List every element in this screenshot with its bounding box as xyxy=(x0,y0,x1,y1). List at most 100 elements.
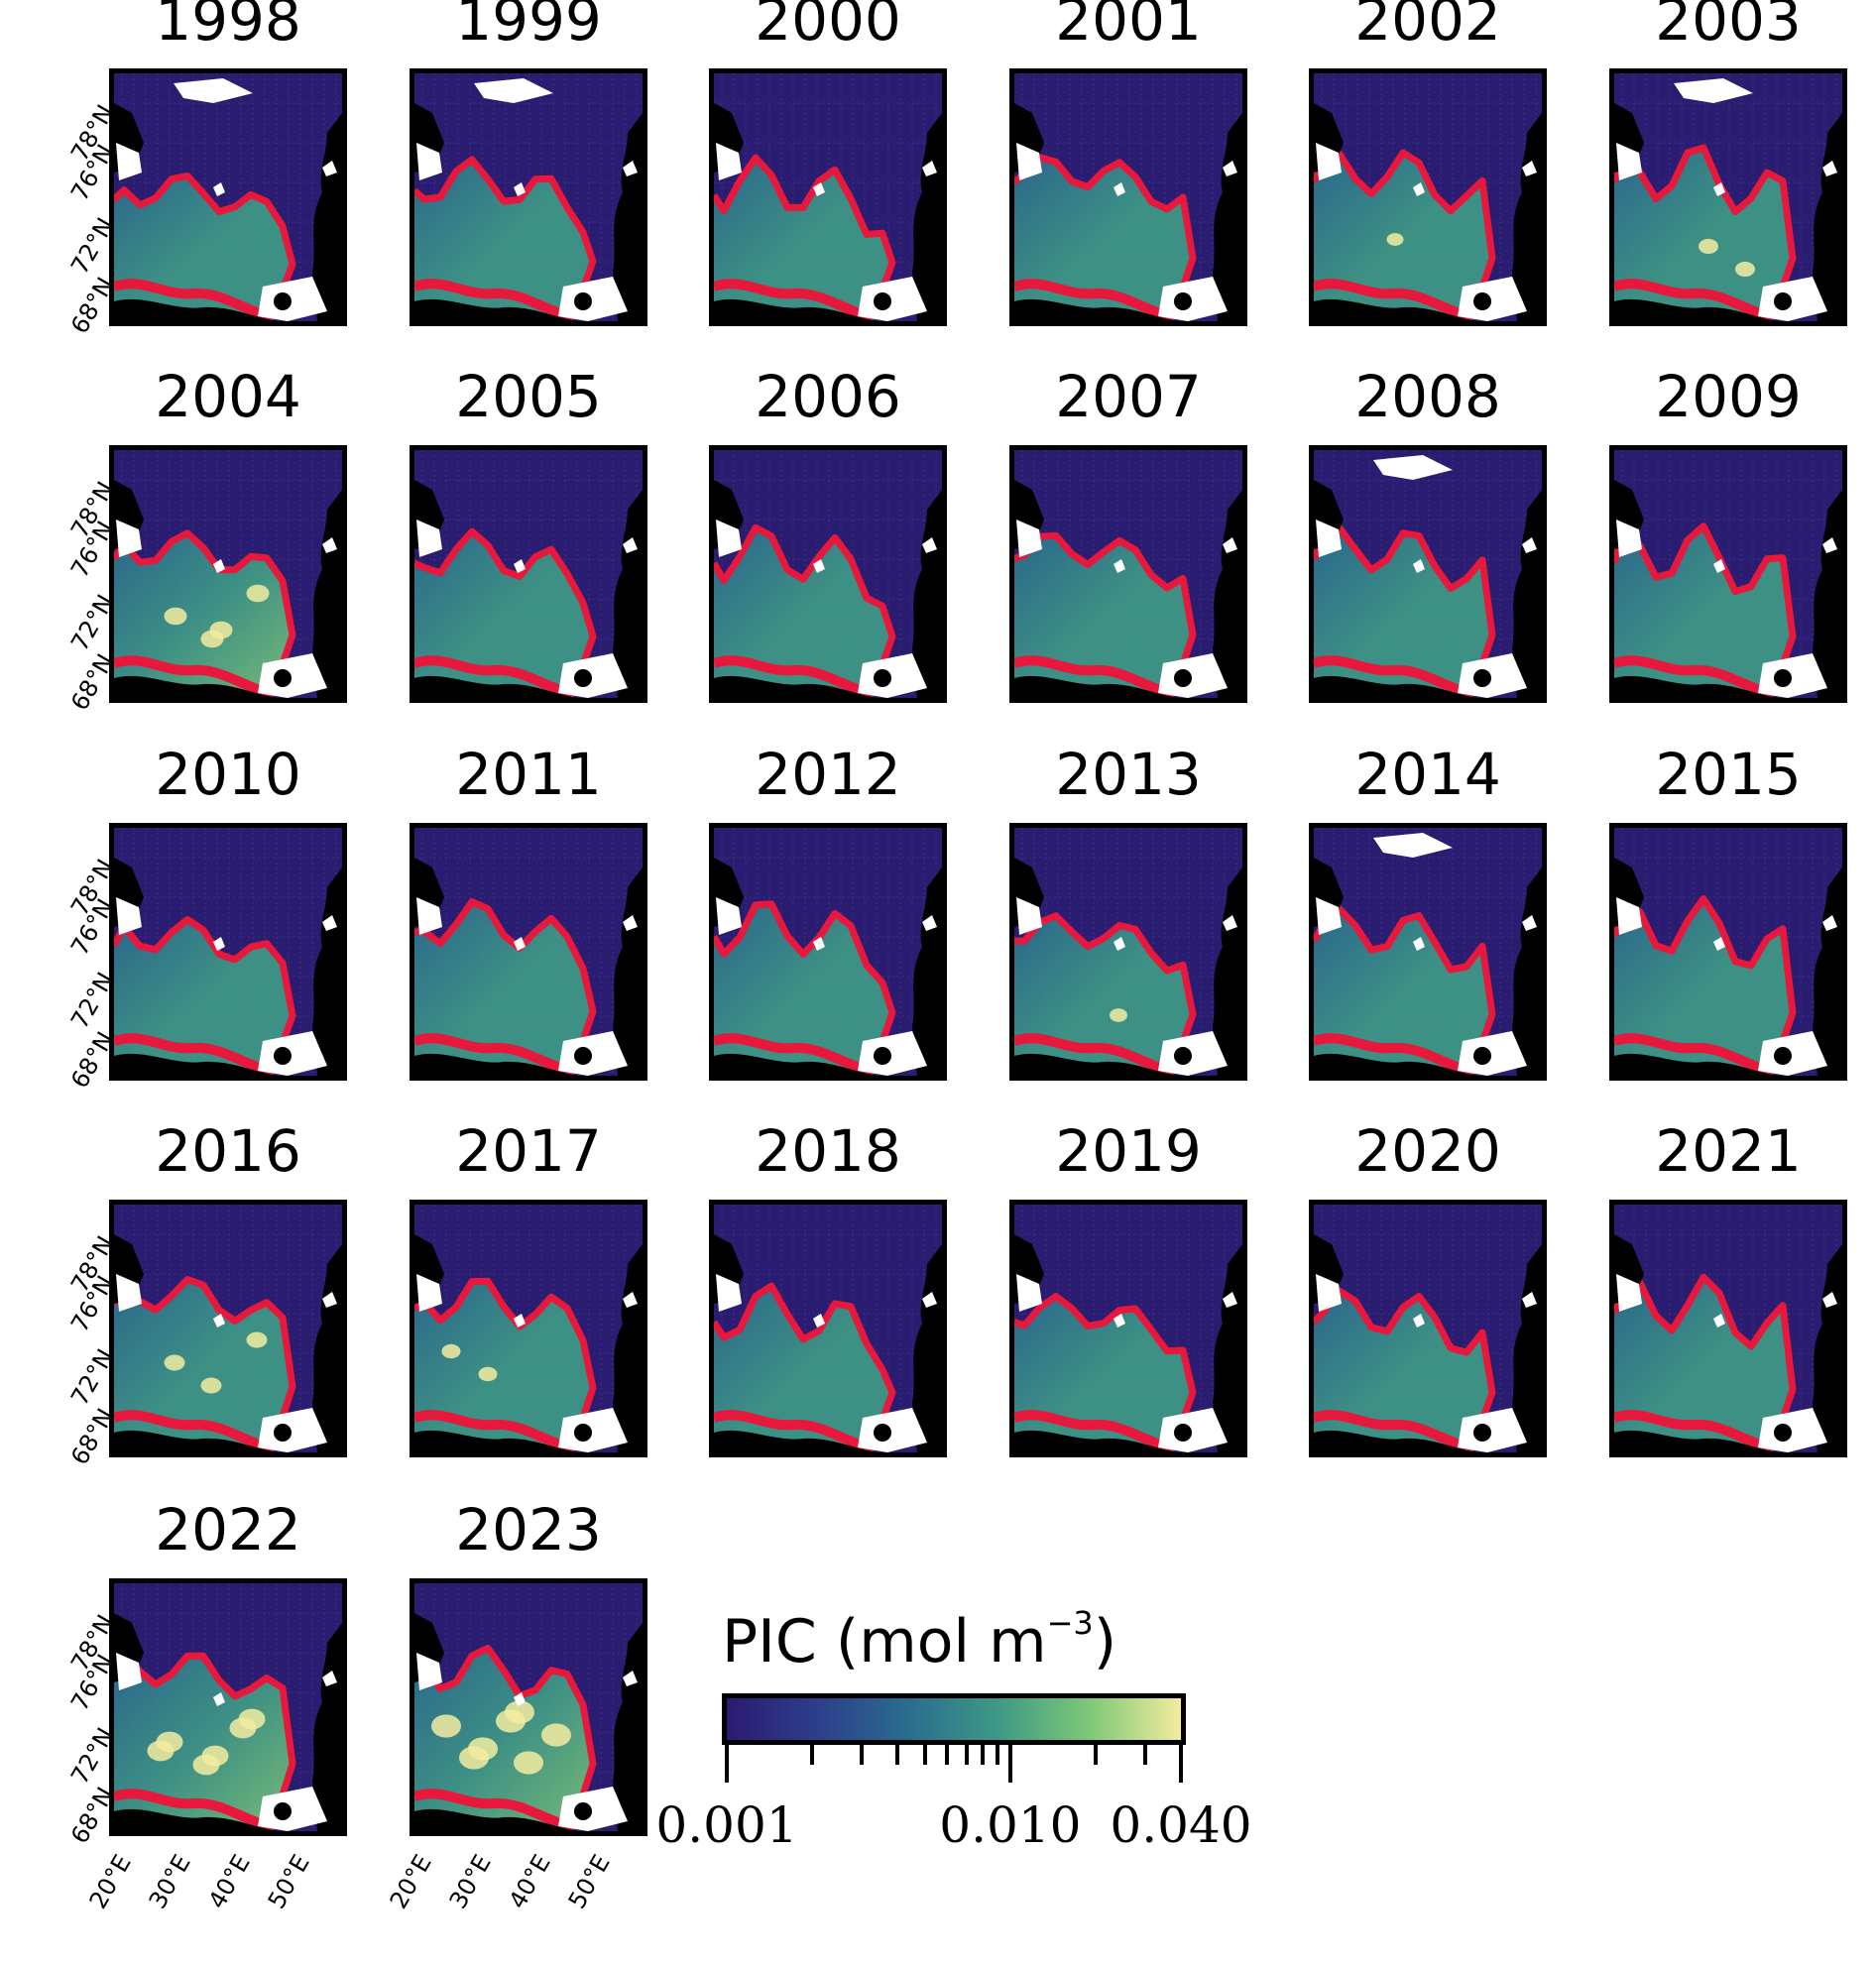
colorbar-minor-tick xyxy=(995,1743,999,1765)
no-data xyxy=(1713,1314,1725,1328)
bloom-area xyxy=(414,901,593,1076)
land-island xyxy=(1174,669,1192,687)
land-novaya-zemlya xyxy=(912,1244,942,1452)
land-scandinavia xyxy=(1614,675,1783,698)
land-scandinavia xyxy=(714,675,882,698)
no-data xyxy=(514,182,526,196)
bloom-area xyxy=(414,1281,593,1452)
colorbar-minor-tick xyxy=(981,1743,986,1765)
no-data xyxy=(1458,1408,1527,1452)
map-frame xyxy=(109,823,347,1081)
land-island xyxy=(1473,292,1491,310)
no-data xyxy=(922,161,937,176)
no-data xyxy=(1522,161,1537,176)
no-data xyxy=(322,537,337,553)
bloom-area xyxy=(1014,1296,1193,1452)
land-island xyxy=(274,1802,292,1820)
no-data xyxy=(1316,1274,1342,1312)
map-frame xyxy=(709,823,947,1081)
no-data xyxy=(1016,143,1042,180)
no-data xyxy=(558,1787,628,1831)
no-data xyxy=(716,520,742,557)
no-data xyxy=(514,1314,526,1328)
land-island xyxy=(574,1047,592,1065)
colorbar-tick-label: 0.040 xyxy=(1110,1796,1252,1854)
no-data xyxy=(116,897,142,935)
panel-title: 2001 xyxy=(1055,0,1202,54)
bloom-area xyxy=(114,919,293,1076)
high-pic-patch xyxy=(200,1377,222,1394)
high-pic-patch xyxy=(246,584,270,603)
no-data xyxy=(1413,937,1425,951)
no-data xyxy=(322,161,337,176)
land-island xyxy=(874,1424,891,1442)
coastal-contour xyxy=(114,279,274,321)
no-data xyxy=(1114,937,1125,951)
no-data xyxy=(1158,277,1228,321)
land-novaya-zemlya xyxy=(1512,1244,1542,1452)
no-data xyxy=(716,143,742,180)
no-data xyxy=(1822,161,1837,176)
map-frame xyxy=(1609,68,1847,326)
land-novaya-zemlya xyxy=(613,1244,643,1452)
coastal-contour xyxy=(1614,655,1774,698)
bloom-area xyxy=(714,1286,892,1452)
no-data xyxy=(416,1653,442,1690)
high-pic-patch xyxy=(496,1709,526,1733)
map-frame xyxy=(1309,445,1547,703)
coastal-contour xyxy=(714,279,874,321)
no-data xyxy=(1016,520,1042,557)
colorbar-tick-label: 0.001 xyxy=(655,1796,798,1854)
panel-title: 2016 xyxy=(155,1117,301,1185)
map-frame xyxy=(709,68,947,326)
panel-title: 2007 xyxy=(1055,363,1202,430)
colorbar-title: PIC (mol m−3) xyxy=(722,1604,1117,1676)
high-pic-patch xyxy=(164,1354,185,1371)
land-scandinavia xyxy=(714,1053,882,1076)
coastal-contour xyxy=(414,1033,574,1076)
map-frame xyxy=(1009,68,1247,326)
bloom-area xyxy=(114,1279,293,1452)
map-frame xyxy=(1009,1200,1247,1457)
colorbar-minor-tick xyxy=(1093,1743,1098,1765)
coastal-contour xyxy=(1314,1033,1473,1076)
map-frame xyxy=(1609,1200,1847,1457)
land-island xyxy=(574,292,592,310)
bloom-area xyxy=(714,527,892,698)
panel-title: 2019 xyxy=(1055,1117,1202,1185)
high-pic-patch xyxy=(229,1717,257,1739)
land-scandinavia xyxy=(1014,1430,1183,1452)
no-data xyxy=(1158,1031,1228,1076)
land-island xyxy=(1473,669,1491,687)
no-data xyxy=(1114,1314,1125,1328)
land-scandinavia xyxy=(1014,1053,1183,1076)
land-scandinavia xyxy=(1014,298,1183,321)
land-scandinavia xyxy=(1614,298,1783,321)
no-data xyxy=(213,937,225,951)
no-data xyxy=(623,1292,638,1308)
no-data xyxy=(1016,897,1042,935)
no-data xyxy=(1758,1031,1827,1076)
land-novaya-zemlya xyxy=(312,113,342,321)
no-data xyxy=(1616,897,1642,935)
coastal-contour xyxy=(1314,279,1473,321)
map-frame xyxy=(1309,68,1547,326)
no-data xyxy=(1713,182,1725,196)
panel-title: 2021 xyxy=(1655,1117,1802,1185)
coastal-contour xyxy=(114,1033,274,1076)
no-data xyxy=(416,143,442,180)
map-frame xyxy=(1609,445,1847,703)
map-frame xyxy=(1309,823,1547,1081)
high-pic-patch xyxy=(164,607,187,626)
map-frame xyxy=(1009,445,1247,703)
no-data xyxy=(858,1031,927,1076)
land-island xyxy=(874,1047,891,1065)
no-data xyxy=(858,1408,927,1452)
land-novaya-zemlya xyxy=(912,490,942,698)
land-novaya-zemlya xyxy=(1213,867,1242,1076)
colorbar-minor-tick xyxy=(1143,1743,1148,1765)
land-novaya-zemlya xyxy=(613,490,643,698)
bloom-area xyxy=(1014,915,1193,1076)
land-scandinavia xyxy=(414,1430,583,1452)
no-data xyxy=(813,559,825,573)
